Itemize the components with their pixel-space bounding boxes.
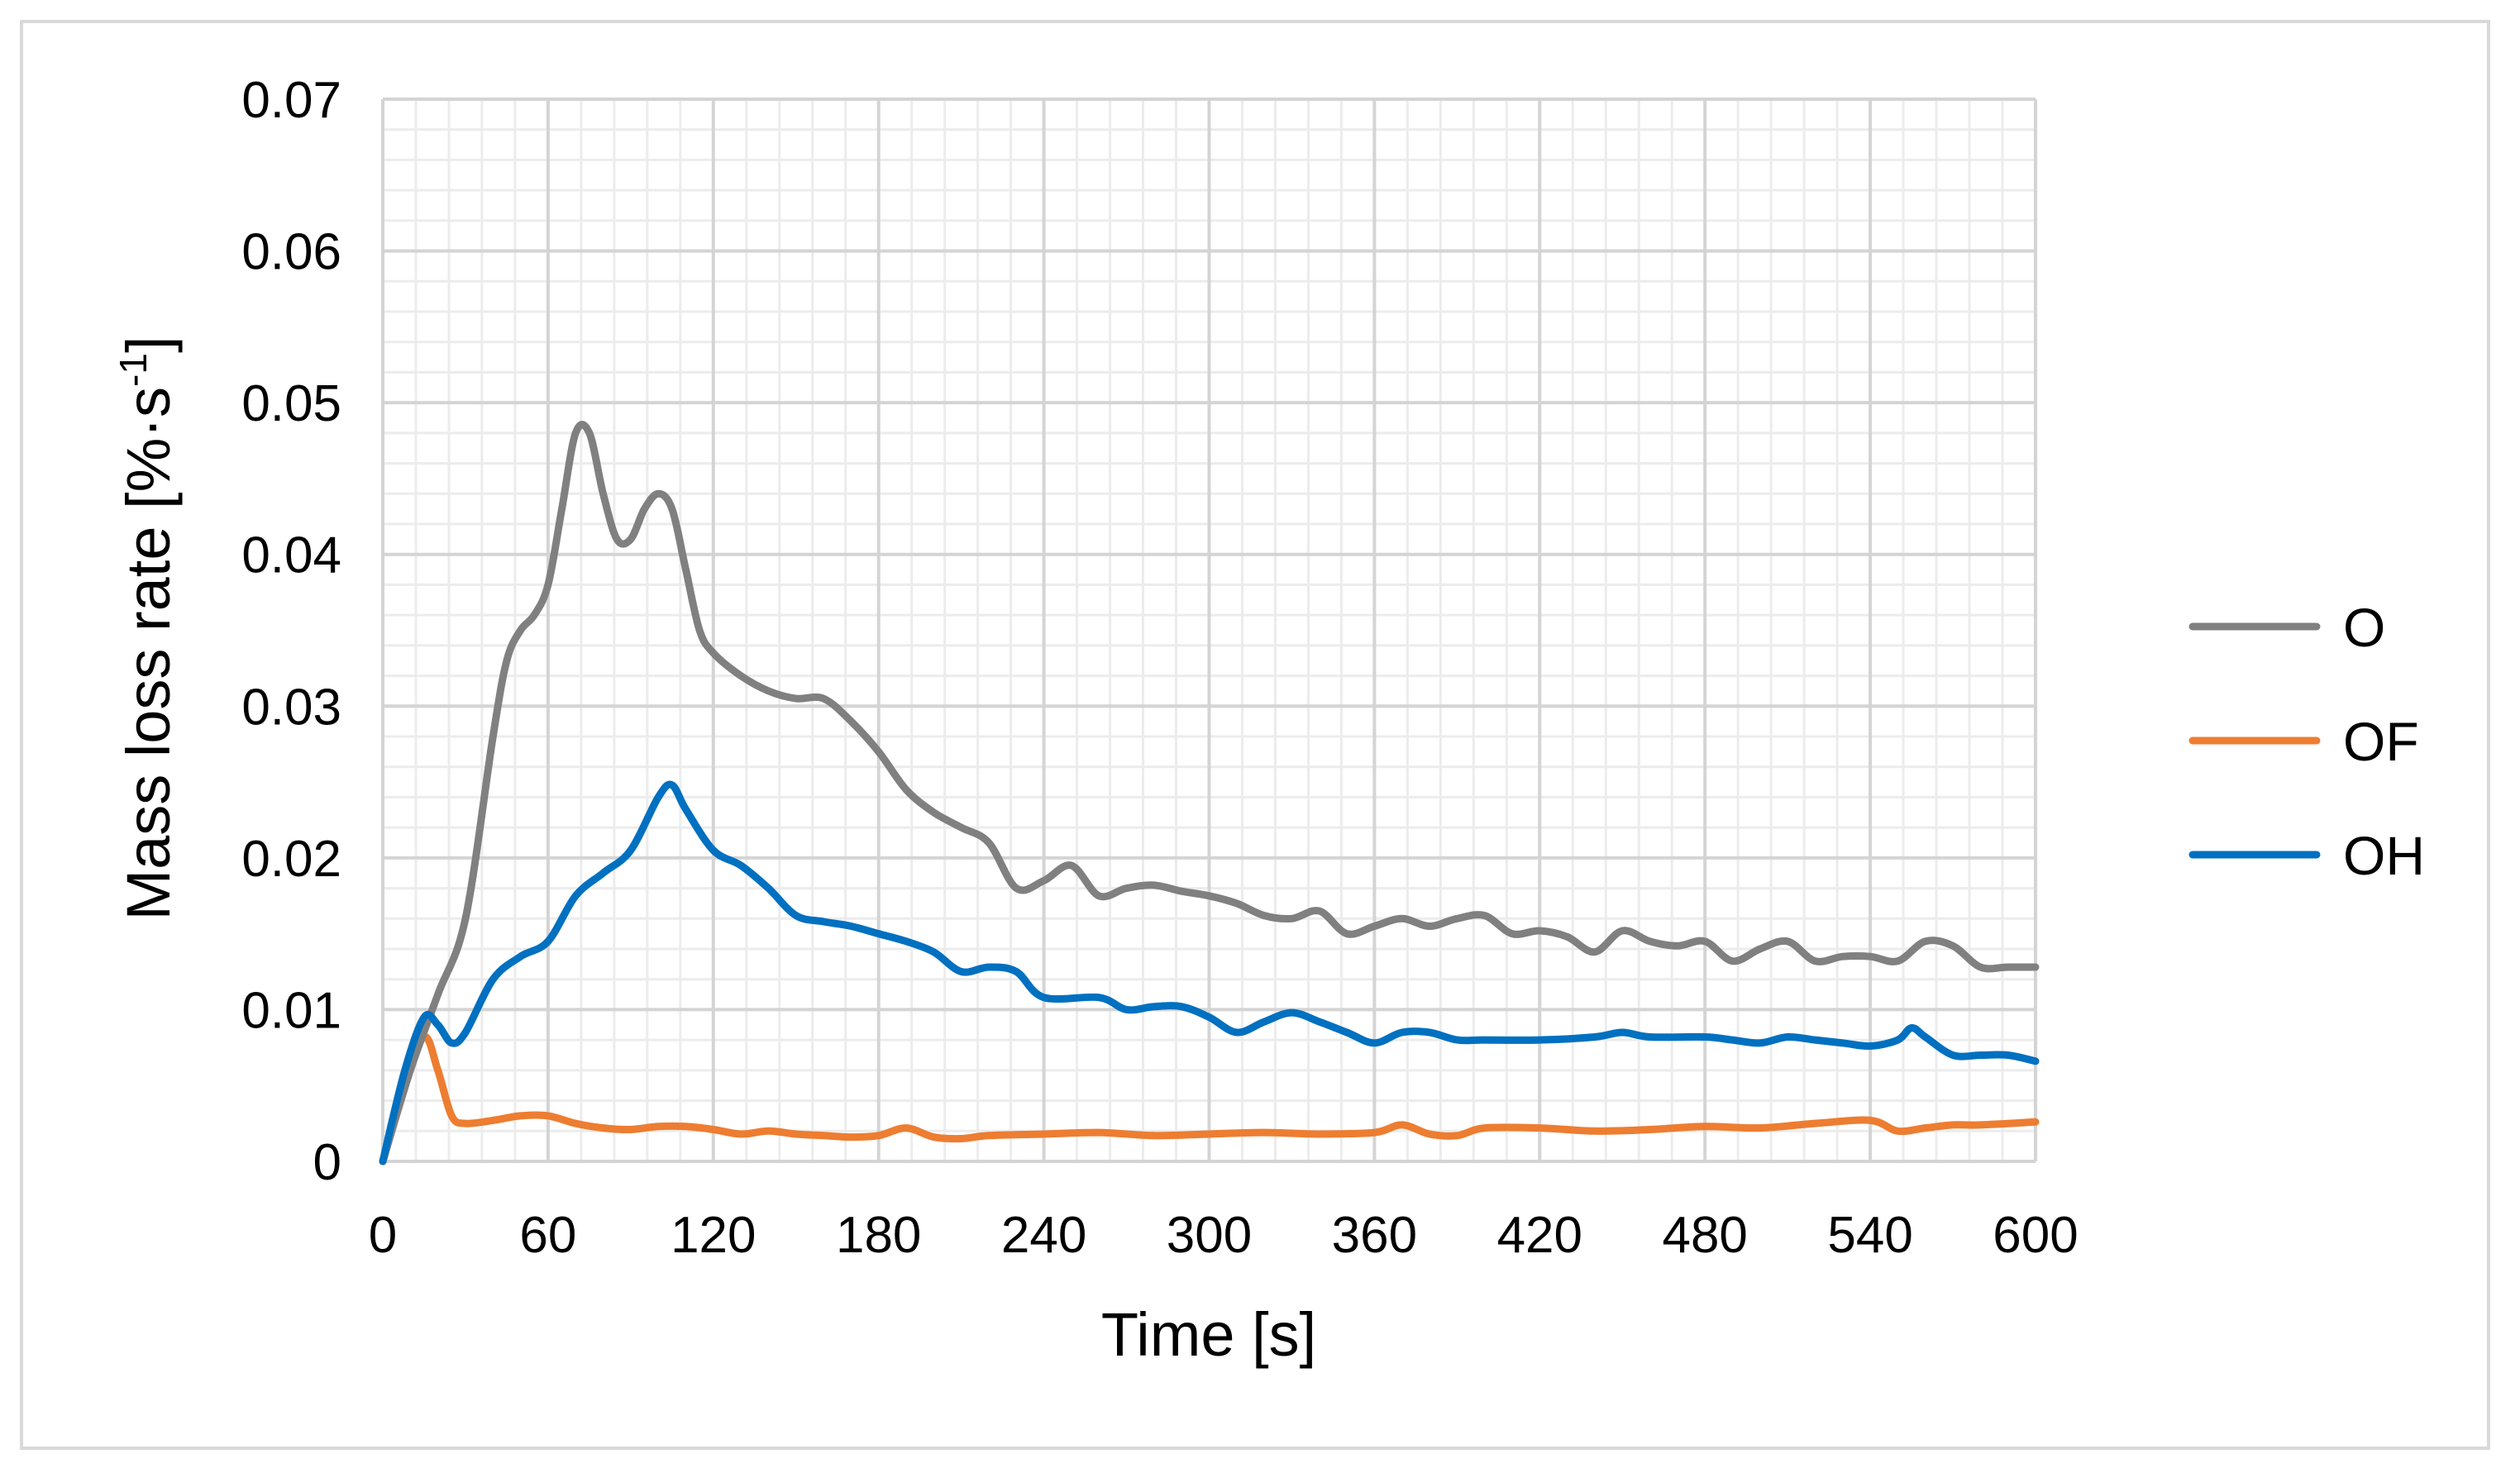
x-tick-label: 360 (1332, 1207, 1417, 1264)
series-line-of (379, 1033, 2040, 1166)
legend-label-of: OF (2343, 711, 2419, 772)
y-tick-label: 0.07 (241, 72, 341, 129)
y-axis-title-main: Mass loss rate [%·s (114, 387, 183, 921)
legend-item-oh: OH (2188, 825, 2425, 886)
x-axis-title: Time [s] (1101, 1300, 1316, 1369)
y-axis-ticks: 0 0.01 0.02 0.03 0.04 0.05 0.06 0.07 (241, 72, 341, 1191)
y-tick-label: 0.03 (241, 679, 341, 736)
y-axis-title-close: ] (114, 336, 183, 353)
legend-label-o: O (2343, 597, 2385, 658)
legend-label-oh: OH (2343, 825, 2425, 886)
x-tick-label: 480 (1662, 1207, 1747, 1264)
series-layer (379, 421, 2040, 1166)
x-tick-label: 0 (369, 1207, 397, 1264)
y-tick-label: 0 (313, 1134, 341, 1191)
legend: O OF OH (2188, 597, 2425, 886)
chart-frame (20, 20, 2490, 1450)
y-tick-label: 0.06 (241, 224, 341, 281)
y-axis-title: Mass loss rate [%·s-1] (112, 336, 183, 920)
legend-item-of: OF (2188, 711, 2419, 772)
x-tick-label: 420 (1497, 1207, 1582, 1264)
x-tick-label: 180 (836, 1207, 921, 1264)
x-tick-label: 60 (519, 1207, 576, 1264)
x-tick-label: 540 (1827, 1207, 1912, 1264)
y-tick-label: 0.05 (241, 375, 341, 432)
series-line-o (379, 421, 2040, 1166)
x-tick-label: 240 (1001, 1207, 1086, 1264)
major-grid (381, 98, 2037, 1163)
x-tick-label: 120 (671, 1207, 756, 1264)
y-tick-label: 0.01 (241, 982, 341, 1039)
y-tick-label: 0.04 (241, 527, 341, 584)
y-tick-label: 0.02 (241, 831, 341, 888)
y-axis-title-superscript: -1 (112, 353, 155, 387)
x-axis-ticks: 0 60 120 180 240 300 360 420 480 540 600 (369, 1207, 2079, 1264)
series-line-oh (379, 780, 2040, 1166)
legend-item-o: O (2188, 597, 2385, 658)
x-tick-label: 600 (1993, 1207, 2078, 1264)
x-tick-label: 300 (1167, 1207, 1252, 1264)
